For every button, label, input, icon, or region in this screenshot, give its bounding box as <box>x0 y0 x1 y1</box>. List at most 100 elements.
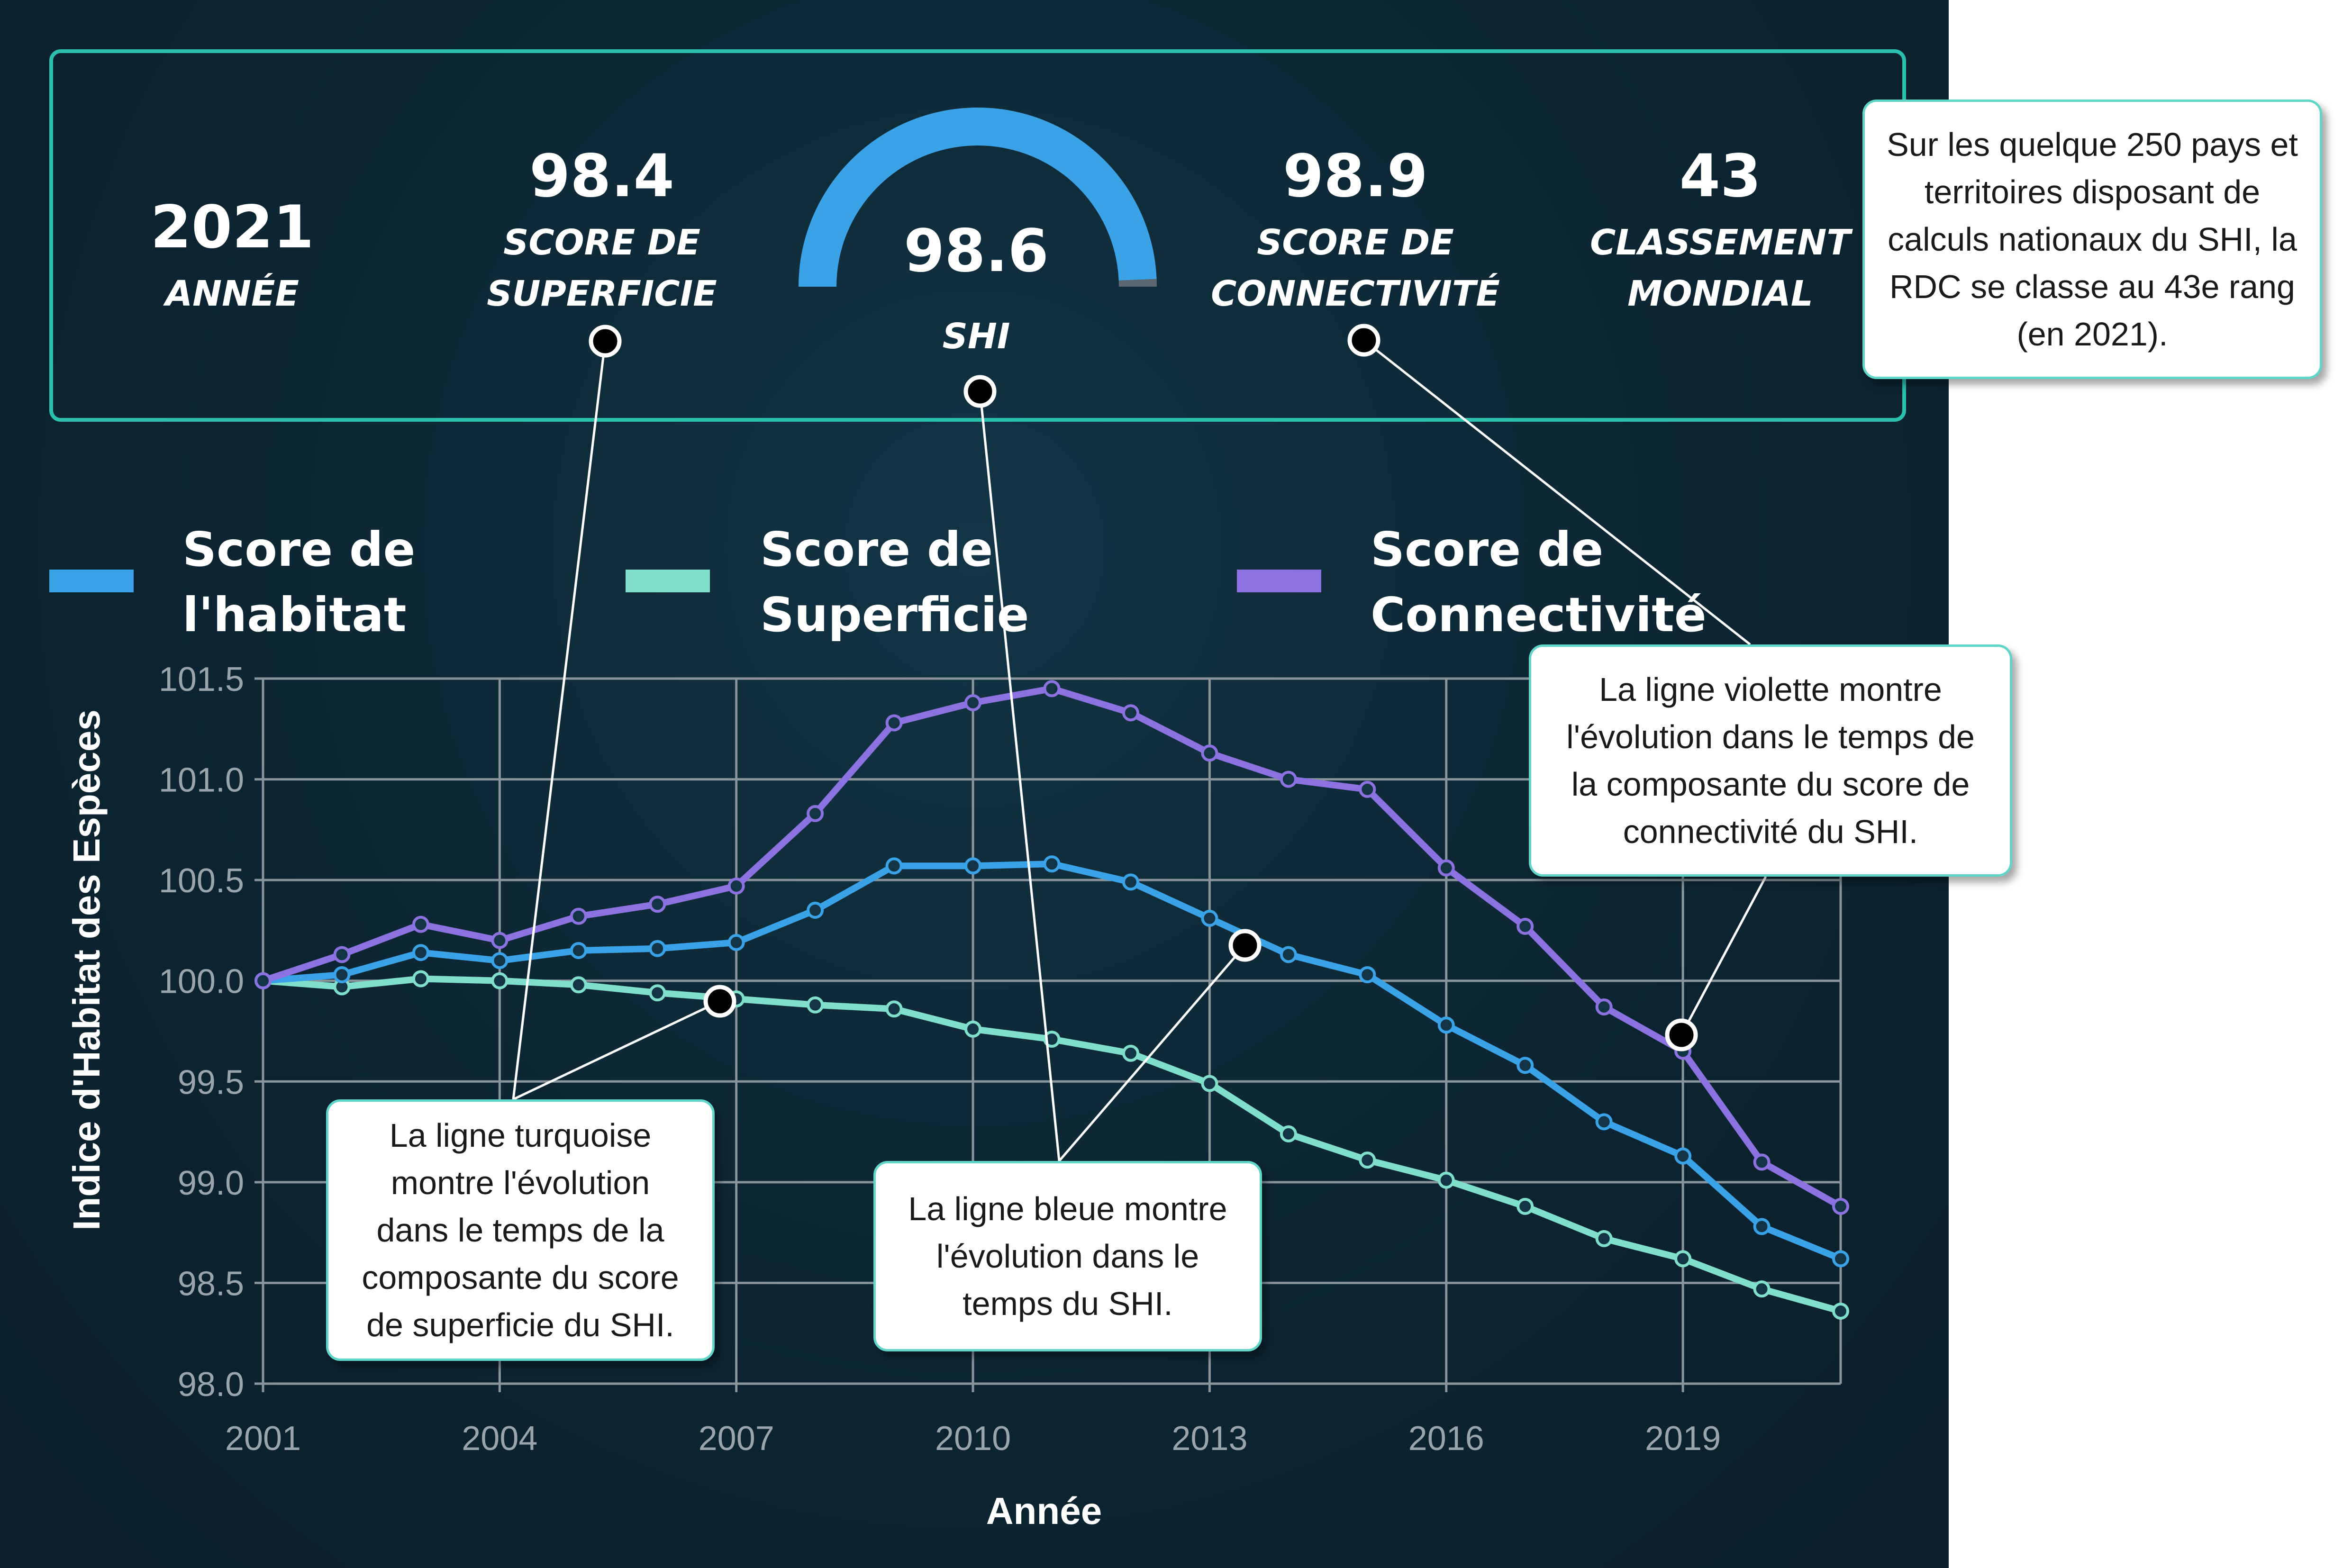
data-point <box>807 901 824 919</box>
stat-rank-label-2: Mondial <box>1627 273 1813 314</box>
legend-label-superficie-1: Score de <box>760 522 993 577</box>
data-point <box>333 966 351 983</box>
x-tick-label: 2016 <box>1408 1420 1484 1458</box>
connector-blue <box>1058 944 1246 1162</box>
callout-turquoise: La ligne turquoise montre l'évolution da… <box>326 1099 715 1361</box>
data-point <box>491 952 509 970</box>
data-point <box>1122 704 1139 722</box>
marker-blue-line <box>1228 929 1262 962</box>
x-tick-label: 2019 <box>1645 1420 1721 1458</box>
annotation-connectors <box>512 339 1767 1162</box>
data-point <box>1201 744 1218 762</box>
connector-area-stat <box>512 341 607 1100</box>
y-tick-label: 101.5 <box>159 661 244 698</box>
y-tick-label: 99.0 <box>178 1164 244 1202</box>
data-point <box>1595 998 1613 1015</box>
data-point <box>1517 1197 1534 1215</box>
connector-purple <box>1680 876 1767 1036</box>
data-point <box>491 972 509 989</box>
stat-rank-label-1: Classement <box>1590 222 1851 263</box>
stat-area-value: 98.4 <box>529 142 674 210</box>
shi-gauge-label: SHI <box>942 316 1010 357</box>
stat-year-label: Année <box>165 273 300 314</box>
callout-rank-line: territoires disposant de <box>1924 173 2261 210</box>
data-point <box>885 857 903 875</box>
callout-blue: La ligne bleue montre l'évolution dans l… <box>873 1161 1262 1351</box>
data-point <box>412 915 429 933</box>
data-point <box>649 984 666 1002</box>
data-point <box>254 972 272 989</box>
data-point <box>1753 1218 1771 1235</box>
data-point <box>1280 946 1297 963</box>
data-point <box>1359 966 1376 983</box>
y-tick-label: 101.0 <box>159 761 244 799</box>
data-point <box>1043 680 1061 698</box>
x-axis-title: Année <box>986 1490 1102 1532</box>
legend-swatch-superficie <box>626 570 710 592</box>
callout-turquoise-line: La ligne turquoise <box>389 1117 652 1154</box>
data-point <box>1122 1044 1139 1062</box>
callout-rank-line: (en 2021). <box>2016 316 2168 353</box>
callout-blue-line: temps du SHI. <box>963 1285 1173 1322</box>
callout-turquoise-line: de superficie du SHI. <box>366 1306 674 1343</box>
data-point <box>964 694 982 712</box>
x-tick-label: 2013 <box>1171 1420 1247 1458</box>
y-axis-title: Indice d'Habitat des Espèces <box>65 709 108 1230</box>
callout-turquoise-line: montre l'évolution <box>390 1164 650 1201</box>
data-point <box>412 944 429 961</box>
stat-year-value: 2021 <box>150 193 314 262</box>
callout-purple-line: La ligne violette montre <box>1599 671 1942 708</box>
data-point <box>1595 1230 1613 1247</box>
data-point <box>412 970 429 988</box>
marker-area-stat <box>589 325 622 358</box>
legend-label-connectivite-1: Score de <box>1371 522 1604 577</box>
legend-swatch-connectivite <box>1237 570 1321 592</box>
annotation-markers <box>589 324 1698 1051</box>
data-point <box>1437 1171 1455 1189</box>
data-point <box>964 857 982 875</box>
legend-label-habitat-1: Score de <box>182 522 416 577</box>
data-point <box>1517 917 1534 935</box>
connector-connectivity-stat <box>1363 339 1751 645</box>
y-tick-label: 99.5 <box>178 1063 244 1101</box>
data-point <box>1832 1197 1849 1215</box>
stat-area-label-1: Score de <box>503 222 700 263</box>
x-tick-label: 2001 <box>225 1420 301 1458</box>
data-point <box>1595 1113 1613 1131</box>
data-point <box>1753 1280 1771 1298</box>
data-point <box>1832 1250 1849 1268</box>
x-tick-label: 2004 <box>462 1420 537 1458</box>
data-point <box>649 896 666 913</box>
legend-swatch-habitat <box>49 570 134 592</box>
data-point <box>1437 1016 1455 1034</box>
data-point <box>1201 1075 1218 1092</box>
data-point <box>727 877 745 895</box>
data-point <box>570 976 587 994</box>
x-tick-label: 2007 <box>699 1420 774 1458</box>
stat-connectivity-label-1: Score de <box>1257 222 1454 263</box>
data-point <box>1517 1057 1534 1074</box>
callout-blue-line: La ligne bleue montre <box>908 1190 1227 1227</box>
callout-rank-line: calculs nationaux du SHI, la <box>1888 221 2297 258</box>
data-point <box>491 932 509 949</box>
callout-rank: Sur les quelque 250 pays et territoires … <box>1862 100 2322 379</box>
data-point <box>1043 1031 1061 1048</box>
data-point <box>1674 1250 1692 1268</box>
data-point <box>1043 855 1061 873</box>
data-point <box>1753 1153 1771 1171</box>
data-point <box>807 805 824 822</box>
stat-connectivity-value: 98.9 <box>1283 142 1428 210</box>
axis-ticks: 98.0 98.5 99.0 99.5 100.0 100.5 101.0 101.5 2001… <box>159 661 1721 1458</box>
data-point <box>570 942 587 959</box>
callout-rank-line: RDC se classe au 43e rang <box>1889 268 2295 305</box>
data-point <box>885 714 903 732</box>
connector-turquoise <box>512 1000 721 1101</box>
callout-turquoise-line: dans le temps de la <box>376 1212 664 1249</box>
series-points <box>254 680 1849 1320</box>
y-tick-label: 98.5 <box>178 1265 244 1303</box>
data-point <box>570 907 587 925</box>
y-tick-label: 100.5 <box>159 862 244 900</box>
y-tick-label: 100.0 <box>159 963 244 1001</box>
marker-purple-line <box>1665 1018 1698 1051</box>
legend-label-habitat-2: l'habitat <box>182 587 407 643</box>
